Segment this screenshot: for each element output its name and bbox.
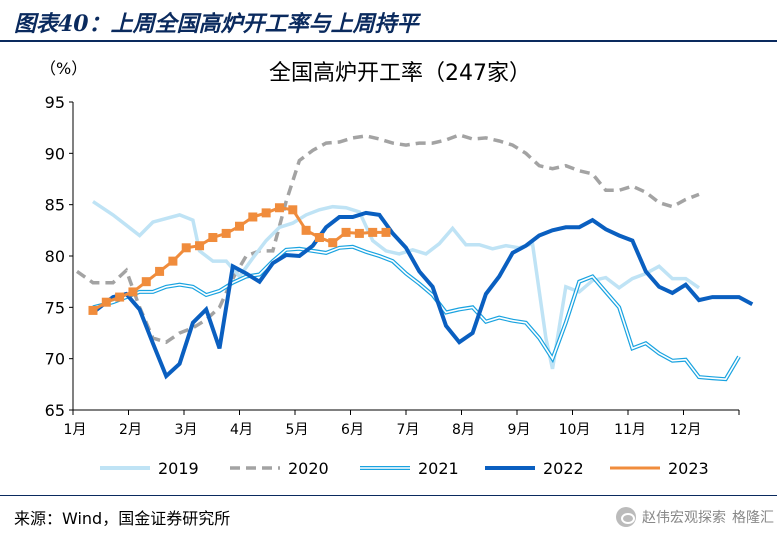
x-tick-label: 6月 — [341, 422, 364, 438]
x-tick-label: 9月 — [508, 422, 531, 438]
y-tick-label: 75 — [45, 298, 65, 317]
x-tick-label: 11月 — [614, 422, 646, 438]
y-axis-unit-label: （%） — [40, 59, 87, 78]
y-tick-label: 80 — [45, 247, 65, 266]
source-note: 来源：Wind，国金证券研究所 — [14, 509, 231, 528]
data-point — [261, 208, 271, 218]
legend-label: 2023 — [668, 459, 709, 478]
y-tick-label: 70 — [45, 350, 65, 369]
series-line-inner — [92, 245, 740, 381]
legend-item-2020: 2020 — [230, 459, 329, 478]
watermark-text-2: 格隆汇 — [732, 510, 774, 526]
watermark-text: 赵伟宏观探索 — [642, 510, 726, 526]
legend-label: 2019 — [158, 459, 199, 478]
data-point — [221, 228, 231, 238]
legend-item-2022: 2022 — [485, 459, 584, 478]
data-point — [301, 225, 311, 235]
data-point — [155, 266, 165, 276]
x-tick-label: 5月 — [286, 422, 309, 438]
x-tick-label: 3月 — [175, 422, 198, 438]
data-point — [368, 227, 378, 237]
data-point — [208, 233, 218, 243]
data-point — [88, 305, 98, 315]
x-tick-label: 12月 — [670, 422, 702, 438]
legend-item-2019: 2019 — [100, 459, 199, 478]
data-point — [141, 277, 151, 287]
chart-title: 全国高炉开工率（247家） — [269, 61, 531, 86]
legend-label: 2020 — [288, 459, 329, 478]
series-line — [92, 200, 700, 370]
x-tick-label: 7月 — [397, 422, 420, 438]
series-line — [91, 210, 754, 380]
legend-label: 2022 — [543, 459, 584, 478]
data-point — [195, 241, 205, 251]
series-2023 — [88, 203, 391, 315]
data-point — [328, 238, 338, 248]
series-layer — [75, 133, 754, 382]
legend-item-2021: 2021 — [360, 459, 459, 478]
legend: 2019 2020 2021 2022 2023 — [100, 459, 709, 478]
y-tick-label: 65 — [45, 401, 65, 420]
axes: 65 70 75 80 85 90 95 1月 2月 3月 4月 5月 6月 7月 8月 9月 10月 11月 12… — [45, 93, 740, 438]
data-point — [314, 233, 324, 243]
series-2021 — [92, 244, 741, 382]
series-2022 — [91, 210, 754, 380]
title-rule — [0, 40, 777, 42]
y-tick-label: 95 — [45, 93, 65, 112]
series-2020 — [75, 133, 700, 345]
data-point — [115, 292, 125, 302]
data-point — [341, 227, 351, 237]
y-tick-label: 85 — [45, 196, 65, 215]
series-2019 — [92, 200, 700, 370]
figure-title: 图表40：上周全国高炉开工率与上周持平 — [14, 11, 419, 37]
legend-item-2023: 2023 — [610, 459, 709, 478]
data-point — [181, 243, 191, 253]
wechat-icon — [616, 507, 636, 527]
legend-label: 2021 — [418, 459, 459, 478]
data-point — [288, 205, 298, 215]
data-point — [354, 228, 364, 238]
y-tick-label: 90 — [45, 144, 65, 163]
data-point — [381, 227, 391, 237]
x-tick-label: 10月 — [559, 422, 591, 438]
watermark: 赵伟宏观探索 格隆汇 — [616, 507, 774, 527]
series-line — [75, 133, 700, 345]
data-point — [128, 287, 138, 297]
data-point — [101, 297, 111, 307]
source-rule — [0, 495, 777, 496]
x-tick-label: 4月 — [230, 422, 253, 438]
x-tick-label: 8月 — [452, 422, 475, 438]
data-point — [274, 203, 284, 213]
x-tick-label: 2月 — [119, 422, 142, 438]
data-point — [168, 256, 178, 266]
data-point — [248, 212, 258, 222]
data-point — [235, 221, 244, 231]
x-tick-label: 1月 — [64, 422, 87, 438]
